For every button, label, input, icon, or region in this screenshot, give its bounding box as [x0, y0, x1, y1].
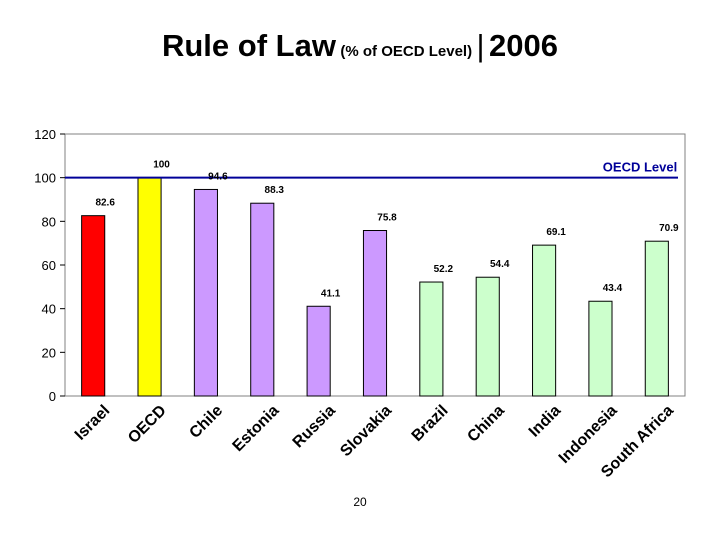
bar-south-africa	[644, 240, 669, 397]
title-subtitle: (% of OECD Level)	[340, 43, 473, 60]
y-tick-label: 20	[42, 345, 56, 360]
bar-israel	[81, 215, 106, 397]
title-year: 2006	[489, 28, 559, 63]
x-tick-label: China	[464, 402, 508, 446]
data-label: 82.6	[95, 198, 115, 209]
title-main: Rule of Law	[161, 28, 336, 63]
title-separator: |	[476, 28, 485, 63]
oecd-level-label: OECD Level	[603, 160, 677, 175]
bar-oecd	[137, 177, 162, 397]
data-label: 54.4	[490, 259, 510, 270]
bar-chile	[193, 188, 218, 397]
data-label: 88.3	[265, 185, 285, 196]
data-label: 43.4	[603, 283, 623, 294]
y-tick-label: 120	[34, 127, 56, 142]
data-label: 100	[153, 160, 170, 171]
chart-title: Rule of Law (% of OECD Level) | 2006	[0, 28, 720, 64]
bar-russia	[306, 305, 331, 397]
data-label: 94.6	[208, 171, 228, 182]
data-label: 69.1	[546, 227, 566, 238]
x-tick-label: India	[526, 402, 564, 440]
x-tick-label: Chile	[186, 402, 226, 442]
data-label: 75.8	[377, 213, 397, 224]
data-label: 52.2	[434, 264, 454, 275]
page-number: 20	[353, 495, 367, 509]
x-tick-label: Estonia	[230, 402, 283, 455]
x-tick-label: OECD	[125, 402, 170, 447]
data-label: 70.9	[659, 223, 679, 234]
data-label: 41.1	[321, 288, 341, 299]
bar-india	[532, 244, 557, 397]
y-tick-label: 80	[42, 214, 56, 229]
y-tick-label: 0	[49, 389, 56, 404]
y-tick-label: 40	[42, 302, 56, 317]
bar-estonia	[250, 202, 275, 397]
y-tick-label: 60	[42, 258, 56, 273]
x-tick-label: Brazil	[409, 402, 452, 445]
x-tick-label: Russia	[290, 402, 339, 451]
bar-slovakia	[362, 230, 388, 397]
bar-indonesia	[588, 300, 613, 397]
x-tick-label: Slovakia	[337, 402, 395, 460]
x-tick-label: Israel	[72, 402, 114, 444]
y-tick-label: 100	[34, 171, 56, 186]
bar-brazil	[419, 281, 444, 397]
bar-china	[475, 276, 500, 397]
